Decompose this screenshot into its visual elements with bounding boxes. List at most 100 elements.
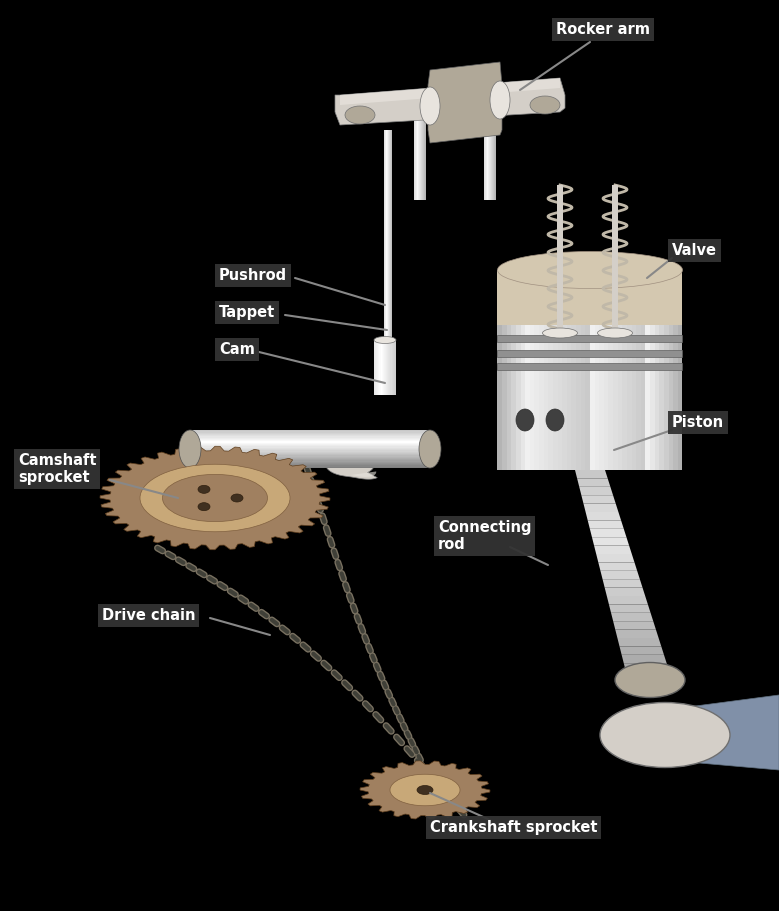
Polygon shape bbox=[604, 325, 608, 470]
Polygon shape bbox=[611, 613, 654, 621]
Polygon shape bbox=[190, 453, 430, 454]
Ellipse shape bbox=[600, 702, 730, 767]
Polygon shape bbox=[668, 325, 673, 470]
Polygon shape bbox=[613, 325, 618, 470]
Ellipse shape bbox=[417, 785, 433, 794]
Polygon shape bbox=[609, 604, 650, 613]
Polygon shape bbox=[491, 90, 492, 200]
Polygon shape bbox=[377, 340, 379, 395]
Polygon shape bbox=[418, 90, 419, 200]
Polygon shape bbox=[507, 325, 511, 470]
Polygon shape bbox=[190, 435, 430, 436]
Polygon shape bbox=[548, 325, 553, 470]
Polygon shape bbox=[190, 454, 430, 456]
Polygon shape bbox=[594, 546, 632, 554]
Polygon shape bbox=[493, 90, 494, 200]
Polygon shape bbox=[655, 325, 659, 470]
Polygon shape bbox=[613, 621, 656, 630]
Polygon shape bbox=[607, 596, 648, 604]
Polygon shape bbox=[100, 446, 330, 549]
Polygon shape bbox=[590, 528, 626, 537]
Polygon shape bbox=[421, 90, 422, 200]
Text: Camshaft
sprocket: Camshaft sprocket bbox=[18, 453, 97, 486]
Polygon shape bbox=[387, 340, 388, 395]
Text: Cam: Cam bbox=[219, 342, 255, 357]
Polygon shape bbox=[415, 90, 416, 200]
Polygon shape bbox=[557, 185, 563, 330]
Polygon shape bbox=[572, 325, 576, 470]
Polygon shape bbox=[603, 579, 643, 588]
Polygon shape bbox=[485, 90, 486, 200]
Polygon shape bbox=[423, 90, 424, 200]
Polygon shape bbox=[190, 445, 430, 446]
Polygon shape bbox=[678, 325, 682, 470]
Ellipse shape bbox=[179, 430, 201, 468]
Polygon shape bbox=[190, 460, 430, 462]
Polygon shape bbox=[673, 325, 678, 470]
Polygon shape bbox=[553, 325, 558, 470]
Ellipse shape bbox=[163, 475, 267, 522]
Polygon shape bbox=[580, 486, 613, 496]
Polygon shape bbox=[583, 504, 619, 512]
Polygon shape bbox=[419, 90, 420, 200]
Ellipse shape bbox=[390, 774, 460, 805]
Polygon shape bbox=[486, 90, 487, 200]
Polygon shape bbox=[618, 638, 661, 647]
Polygon shape bbox=[498, 335, 682, 342]
Polygon shape bbox=[615, 630, 658, 638]
Polygon shape bbox=[190, 434, 430, 435]
Polygon shape bbox=[516, 325, 520, 470]
Polygon shape bbox=[190, 430, 430, 431]
Text: Tappet: Tappet bbox=[219, 305, 275, 320]
Polygon shape bbox=[190, 440, 430, 442]
Polygon shape bbox=[190, 433, 430, 434]
Polygon shape bbox=[376, 340, 377, 395]
Polygon shape bbox=[599, 325, 604, 470]
Polygon shape bbox=[379, 340, 381, 395]
Polygon shape bbox=[190, 442, 430, 443]
Polygon shape bbox=[484, 90, 485, 200]
Polygon shape bbox=[586, 512, 621, 520]
Polygon shape bbox=[636, 325, 641, 470]
Polygon shape bbox=[627, 325, 632, 470]
Polygon shape bbox=[190, 439, 430, 440]
Polygon shape bbox=[388, 340, 390, 395]
Polygon shape bbox=[190, 450, 430, 452]
Ellipse shape bbox=[374, 336, 396, 343]
Polygon shape bbox=[190, 459, 430, 460]
Polygon shape bbox=[488, 90, 489, 200]
Polygon shape bbox=[360, 761, 490, 819]
Ellipse shape bbox=[597, 328, 633, 338]
Polygon shape bbox=[530, 325, 534, 470]
Polygon shape bbox=[414, 90, 415, 200]
Polygon shape bbox=[425, 90, 426, 200]
Polygon shape bbox=[190, 452, 430, 453]
Ellipse shape bbox=[198, 486, 210, 494]
Ellipse shape bbox=[140, 465, 290, 532]
Polygon shape bbox=[190, 437, 430, 439]
Ellipse shape bbox=[420, 87, 440, 125]
Polygon shape bbox=[615, 710, 665, 760]
Text: Drive chain: Drive chain bbox=[102, 608, 196, 623]
Ellipse shape bbox=[542, 328, 577, 338]
Polygon shape bbox=[428, 62, 502, 143]
Polygon shape bbox=[422, 90, 423, 200]
Polygon shape bbox=[382, 340, 384, 395]
Polygon shape bbox=[619, 647, 664, 655]
Polygon shape bbox=[190, 463, 430, 465]
Ellipse shape bbox=[546, 409, 564, 431]
Polygon shape bbox=[498, 325, 502, 470]
Polygon shape bbox=[567, 325, 572, 470]
Polygon shape bbox=[641, 325, 646, 470]
Text: Piston: Piston bbox=[672, 415, 724, 430]
Polygon shape bbox=[587, 520, 624, 528]
Polygon shape bbox=[394, 340, 395, 395]
Polygon shape bbox=[424, 90, 425, 200]
Polygon shape bbox=[498, 350, 682, 357]
Polygon shape bbox=[335, 78, 565, 125]
Polygon shape bbox=[190, 446, 430, 447]
Polygon shape bbox=[659, 325, 664, 470]
Polygon shape bbox=[487, 90, 488, 200]
Polygon shape bbox=[390, 340, 392, 395]
Ellipse shape bbox=[231, 494, 243, 502]
